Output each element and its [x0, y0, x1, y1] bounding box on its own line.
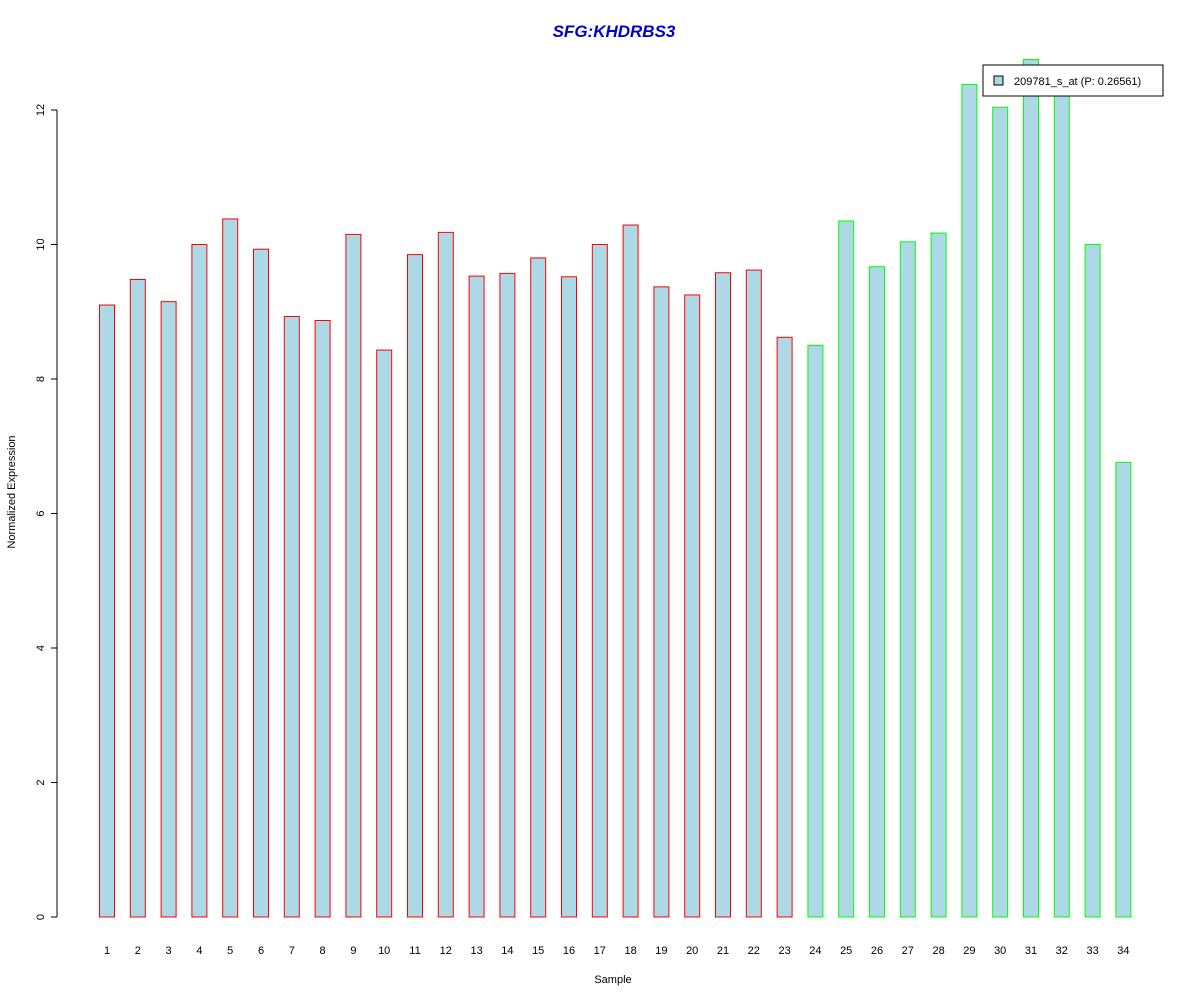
- x-tick-label-30: 30: [994, 945, 1006, 957]
- x-tick-label-5: 5: [227, 945, 233, 957]
- bar-31: [1023, 59, 1039, 918]
- bar-5: [222, 218, 239, 918]
- x-tick-label-24: 24: [809, 945, 821, 957]
- bar-30: [992, 106, 1009, 918]
- bar-24: [807, 344, 824, 918]
- legend-swatch: [993, 75, 1004, 86]
- y-tick-label-0: 0: [35, 914, 47, 920]
- x-tick-label-4: 4: [196, 945, 202, 957]
- x-tick-label-32: 32: [1056, 945, 1068, 957]
- bar-16: [561, 276, 577, 918]
- x-tick-label-23: 23: [778, 945, 790, 957]
- bar-20: [684, 294, 701, 918]
- x-tick-label-19: 19: [655, 945, 667, 957]
- bar-15: [530, 257, 547, 918]
- y-tick-label-6: 6: [35, 510, 47, 516]
- bar-33: [1084, 244, 1101, 918]
- bar-23: [776, 336, 793, 918]
- x-tick-label-13: 13: [470, 945, 482, 957]
- legend-label: 209781_s_at (P: 0.26561): [1014, 76, 1141, 88]
- x-tick-label-17: 17: [594, 945, 606, 957]
- y-tick-marks: 0 2 4 6 8 10 12: [35, 104, 57, 920]
- x-tick-label-29: 29: [963, 945, 975, 957]
- y-tick-label-10: 10: [35, 238, 47, 250]
- x-tick-label-15: 15: [532, 945, 544, 957]
- x-tick-label-9: 9: [350, 945, 356, 957]
- x-tick-label-3: 3: [166, 945, 172, 957]
- x-tick-label-33: 33: [1086, 945, 1098, 957]
- bar-18: [622, 224, 639, 918]
- x-tick-label-25: 25: [840, 945, 852, 957]
- legend-box: [982, 64, 1164, 97]
- bar-4: [191, 244, 208, 918]
- bar-25: [838, 220, 855, 918]
- bar-26: [869, 266, 885, 918]
- bar-6: [253, 248, 269, 918]
- bar-22: [745, 269, 762, 918]
- y-tick-label-8: 8: [35, 376, 47, 382]
- x-tick-label-1: 1: [104, 945, 110, 957]
- x-tick-label-21: 21: [717, 945, 729, 957]
- bar-19: [653, 286, 670, 918]
- bar-1: [99, 304, 115, 918]
- x-tick-label-7: 7: [289, 945, 295, 957]
- x-tick-label-10: 10: [378, 945, 390, 957]
- y-axis-label: Normalized Expression: [6, 435, 18, 548]
- bar-7: [283, 315, 300, 918]
- bar-32: [1053, 75, 1070, 918]
- x-tick-label-12: 12: [440, 945, 452, 957]
- bar-28: [930, 232, 947, 918]
- x-tick-label-34: 34: [1117, 945, 1129, 957]
- x-tick-label-18: 18: [624, 945, 636, 957]
- chart-title: SFG:KHDRBS3: [553, 22, 676, 41]
- x-tick-label-16: 16: [563, 945, 575, 957]
- legend: 209781_s_at (P: 0.26561): [982, 64, 1164, 97]
- x-tick-label-2: 2: [135, 945, 141, 957]
- y-tick-label-12: 12: [35, 104, 47, 116]
- bar-9: [345, 233, 362, 918]
- x-tick-label-11: 11: [409, 945, 420, 957]
- x-tick-label-26: 26: [871, 945, 883, 957]
- y-tick-label-2: 2: [35, 779, 47, 785]
- bar-29: [961, 83, 978, 918]
- x-tick-label-27: 27: [902, 945, 914, 957]
- bar-10: [376, 349, 393, 918]
- x-tick-label-31: 31: [1025, 945, 1037, 957]
- bar-34: [1115, 461, 1132, 918]
- x-tick-label-14: 14: [501, 945, 513, 957]
- bar-8: [314, 319, 331, 918]
- x-axis-label: Sample: [594, 974, 631, 986]
- x-tick-label-22: 22: [748, 945, 760, 957]
- x-tick-label-6: 6: [258, 945, 264, 957]
- bars-group: [99, 59, 1132, 918]
- bar-17: [591, 244, 608, 918]
- bar-11: [407, 254, 423, 918]
- bar-12: [437, 231, 454, 918]
- bar-14: [499, 272, 516, 918]
- bar-13: [468, 275, 485, 918]
- bar-3: [160, 301, 177, 918]
- x-tick-label-20: 20: [686, 945, 698, 957]
- x-tick-label-28: 28: [932, 945, 944, 957]
- bar-21: [715, 272, 731, 918]
- x-tick-label-8: 8: [320, 945, 326, 957]
- bar-27: [899, 241, 916, 918]
- bar-2: [129, 278, 146, 918]
- y-tick-label-4: 4: [35, 645, 47, 651]
- x-tick-labels: 1 2 3 4 5 6 7 8 9 10 11 12 13 14 15 16 17 18 19 20 21 22 23 24 2…: [104, 945, 1130, 957]
